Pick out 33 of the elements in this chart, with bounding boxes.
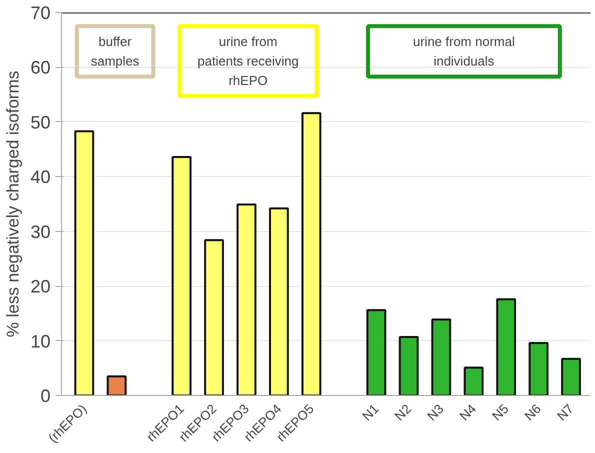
y-tick-label: 0 (40, 386, 51, 406)
bar (74, 130, 94, 396)
bar (366, 309, 386, 396)
x-tick-label: N3 (424, 401, 447, 424)
x-tick-label: N1 (359, 401, 382, 424)
x-tick-label: N4 (456, 401, 479, 424)
bar (464, 366, 484, 396)
annotation: urine from normal individuals (412, 34, 515, 69)
bar (269, 207, 289, 396)
x-tick-label: N2 (392, 401, 414, 424)
bar (528, 342, 548, 396)
x-tick-label: N7 (554, 401, 576, 424)
bar (172, 156, 192, 396)
bar (431, 318, 452, 396)
y-tick-label: 70 (30, 3, 51, 23)
y-tick-label: 40 (30, 167, 51, 188)
y-tick-label: 10 (30, 331, 51, 352)
x-tick-label: N5 (489, 401, 512, 424)
bar (561, 358, 581, 396)
bar (204, 239, 224, 396)
y-tick-label: 30 (30, 222, 51, 242)
annotation: buffer samples (90, 34, 140, 69)
bar (236, 204, 256, 396)
y-axis-title: % less negatively charged isoforms (3, 70, 22, 338)
bar (106, 375, 127, 396)
y-tick-label: 60 (30, 58, 51, 78)
x-tick-label: N6 (522, 401, 544, 424)
y-tick-label: 20 (30, 276, 51, 297)
annotation: urine from patients receiving rhEPO (198, 34, 299, 88)
y-tick-label: 50 (30, 112, 51, 132)
bar (301, 112, 322, 396)
bar (496, 298, 516, 396)
bar (398, 336, 419, 396)
